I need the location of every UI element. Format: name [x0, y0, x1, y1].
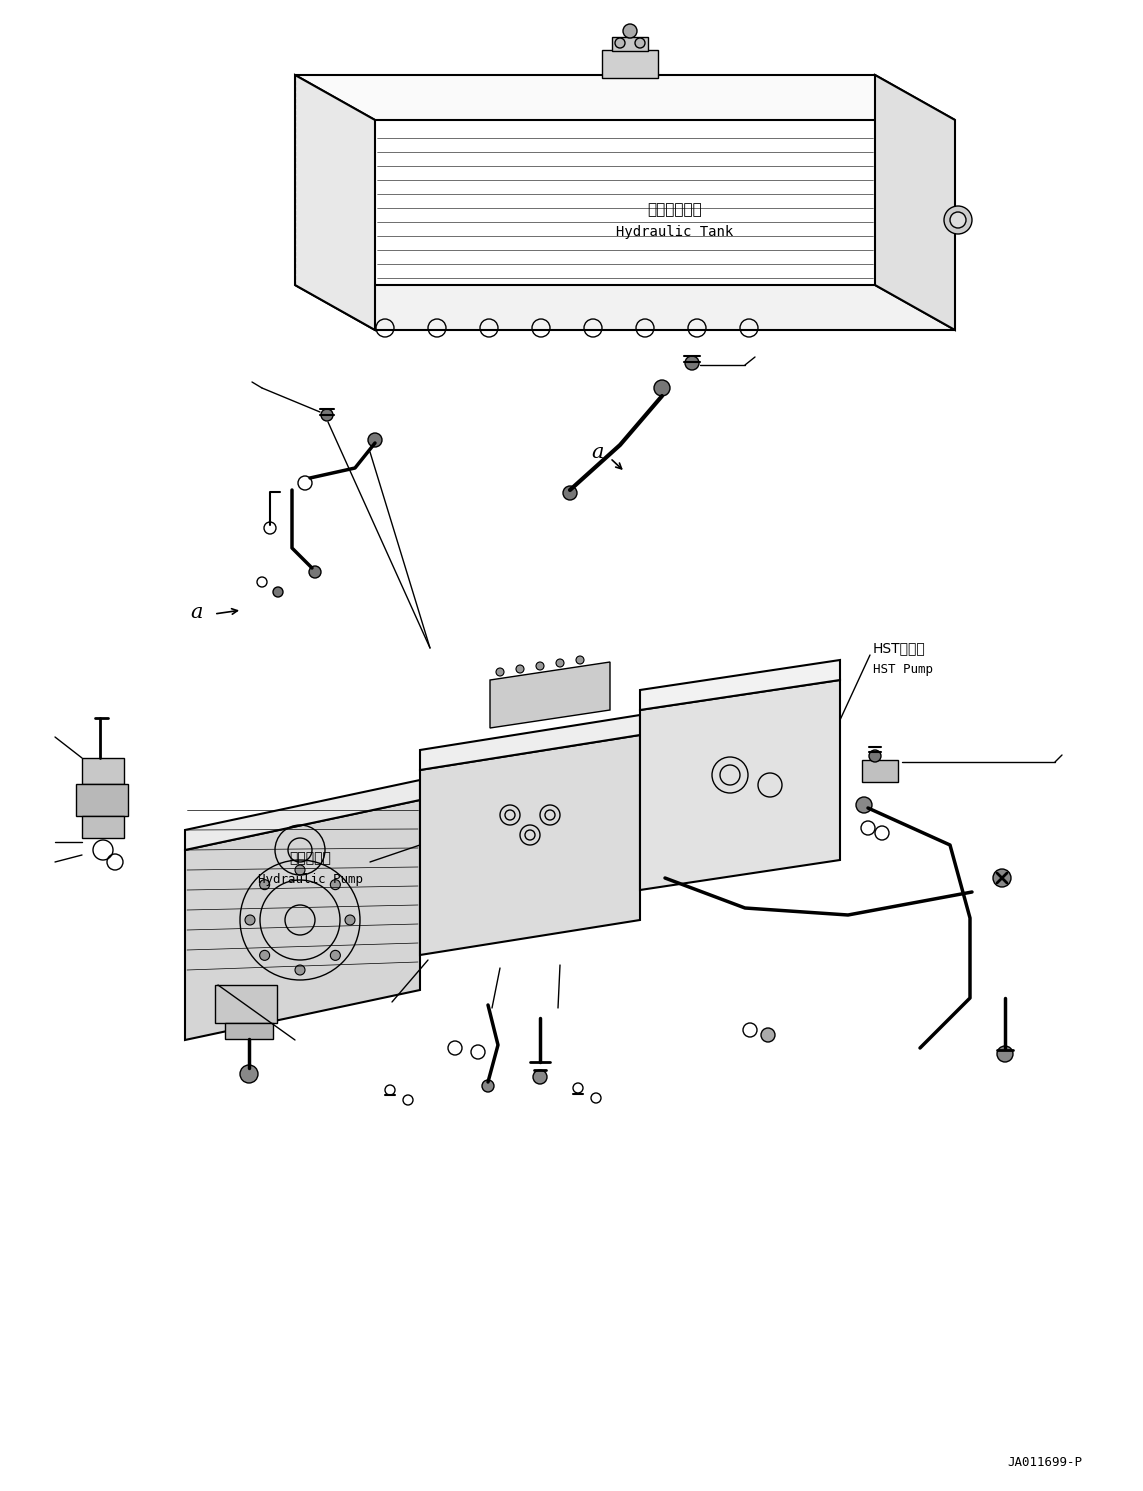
Polygon shape — [419, 735, 640, 956]
Text: 油圧ポンプ: 油圧ポンプ — [289, 851, 331, 865]
Circle shape — [330, 950, 341, 960]
Polygon shape — [185, 780, 419, 850]
Circle shape — [869, 750, 881, 762]
Text: Hydraulic Pump: Hydraulic Pump — [257, 874, 362, 887]
Circle shape — [345, 915, 355, 924]
Circle shape — [309, 567, 321, 579]
Circle shape — [515, 665, 523, 672]
Circle shape — [259, 950, 270, 960]
Circle shape — [993, 869, 1012, 887]
Circle shape — [482, 1079, 494, 1091]
Circle shape — [950, 212, 966, 228]
Circle shape — [295, 965, 305, 975]
Text: 作動油タンク: 作動油タンク — [648, 203, 703, 218]
Polygon shape — [876, 75, 956, 330]
Circle shape — [245, 915, 255, 924]
Circle shape — [321, 409, 333, 420]
Polygon shape — [419, 716, 640, 769]
Text: HST Pump: HST Pump — [873, 663, 933, 677]
Circle shape — [997, 1047, 1013, 1062]
Polygon shape — [295, 285, 956, 330]
Circle shape — [273, 587, 283, 596]
Circle shape — [761, 1027, 775, 1042]
Circle shape — [615, 37, 625, 48]
Circle shape — [576, 656, 584, 663]
Polygon shape — [295, 75, 375, 330]
Bar — [82, 816, 123, 838]
Circle shape — [536, 662, 544, 669]
Polygon shape — [490, 662, 610, 728]
Bar — [612, 37, 648, 51]
Bar — [225, 1023, 273, 1039]
Polygon shape — [640, 680, 840, 890]
Circle shape — [496, 668, 504, 675]
Bar — [82, 757, 123, 784]
Circle shape — [295, 865, 305, 875]
Circle shape — [368, 432, 382, 447]
Text: JA011699-P: JA011699-P — [1007, 1457, 1082, 1470]
Circle shape — [856, 798, 872, 813]
Circle shape — [623, 24, 637, 37]
Circle shape — [685, 356, 700, 370]
Polygon shape — [185, 801, 419, 1041]
Circle shape — [944, 206, 972, 234]
Circle shape — [240, 1065, 258, 1082]
Circle shape — [563, 486, 577, 499]
Bar — [215, 986, 277, 1023]
Text: Hydraulic Tank: Hydraulic Tank — [616, 225, 734, 239]
Circle shape — [259, 880, 270, 890]
Bar — [602, 51, 658, 78]
Text: a: a — [191, 602, 203, 622]
Bar — [75, 784, 128, 816]
Text: a: a — [592, 443, 605, 462]
Circle shape — [636, 37, 645, 48]
Circle shape — [533, 1071, 547, 1084]
Circle shape — [654, 380, 670, 397]
Circle shape — [330, 880, 341, 890]
Polygon shape — [295, 75, 956, 119]
Polygon shape — [640, 661, 840, 710]
Circle shape — [555, 659, 563, 666]
Text: HSTポンプ: HSTポンプ — [873, 641, 926, 655]
Bar — [862, 760, 898, 781]
